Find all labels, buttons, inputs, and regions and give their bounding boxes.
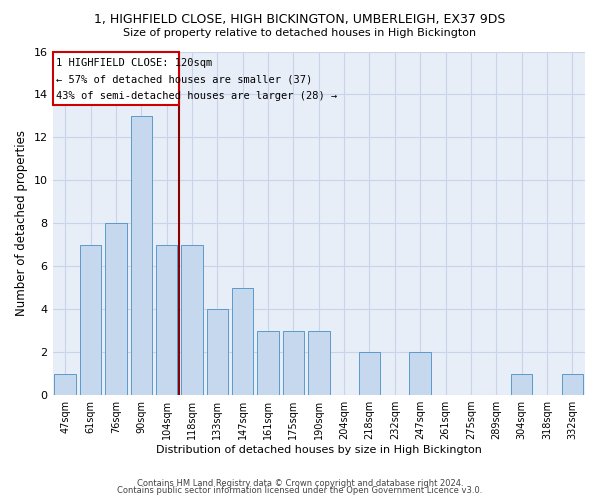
X-axis label: Distribution of detached houses by size in High Bickington: Distribution of detached houses by size … [156, 445, 482, 455]
Bar [55, 374, 76, 395]
Bar [181, 245, 203, 395]
Text: Contains public sector information licensed under the Open Government Licence v3: Contains public sector information licen… [118, 486, 482, 495]
Text: Size of property relative to detached houses in High Bickington: Size of property relative to detached ho… [124, 28, 476, 38]
Bar [359, 352, 380, 395]
Bar [511, 374, 532, 395]
Bar [105, 224, 127, 395]
Bar [283, 330, 304, 395]
Bar [206, 309, 228, 395]
Bar [80, 245, 101, 395]
Bar [409, 352, 431, 395]
Bar [232, 288, 253, 395]
FancyBboxPatch shape [53, 52, 179, 105]
Bar [562, 374, 583, 395]
Bar [308, 330, 329, 395]
Text: 43% of semi-detached houses are larger (28) →: 43% of semi-detached houses are larger (… [56, 90, 338, 101]
Bar [156, 245, 178, 395]
Bar [257, 330, 279, 395]
Text: 1, HIGHFIELD CLOSE, HIGH BICKINGTON, UMBERLEIGH, EX37 9DS: 1, HIGHFIELD CLOSE, HIGH BICKINGTON, UMB… [94, 12, 506, 26]
Text: 1 HIGHFIELD CLOSE: 120sqm: 1 HIGHFIELD CLOSE: 120sqm [56, 58, 212, 68]
Y-axis label: Number of detached properties: Number of detached properties [15, 130, 28, 316]
Text: ← 57% of detached houses are smaller (37): ← 57% of detached houses are smaller (37… [56, 74, 313, 85]
Bar [131, 116, 152, 395]
Text: Contains HM Land Registry data © Crown copyright and database right 2024.: Contains HM Land Registry data © Crown c… [137, 478, 463, 488]
